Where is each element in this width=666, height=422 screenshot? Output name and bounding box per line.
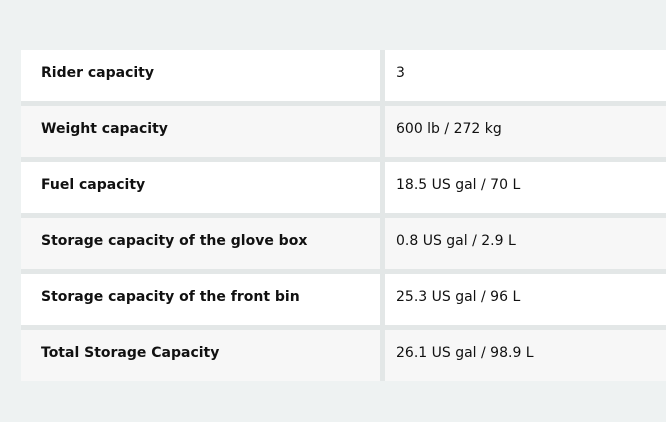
table-row: Storage capacity of the front bin 25.3 U… <box>21 274 666 325</box>
table-row: Fuel capacity 18.5 US gal / 70 L <box>21 162 666 213</box>
spec-value: 0.8 US gal / 2.9 L <box>385 218 666 269</box>
spec-value: 25.3 US gal / 96 L <box>385 274 666 325</box>
table-row: Weight capacity 600 lb / 272 kg <box>21 106 666 157</box>
spec-label: Rider capacity <box>21 50 380 101</box>
spec-label: Storage capacity of the glove box <box>21 218 380 269</box>
spec-value: 3 <box>385 50 666 101</box>
spec-value: 26.1 US gal / 98.9 L <box>385 330 666 381</box>
spec-label: Fuel capacity <box>21 162 380 213</box>
table-row: Rider capacity 3 <box>21 50 666 101</box>
table-row: Storage capacity of the glove box 0.8 US… <box>21 218 666 269</box>
spec-label: Total Storage Capacity <box>21 330 380 381</box>
spec-value: 18.5 US gal / 70 L <box>385 162 666 213</box>
table-row: Total Storage Capacity 26.1 US gal / 98.… <box>21 330 666 381</box>
spec-label: Storage capacity of the front bin <box>21 274 380 325</box>
specs-table: Rider capacity 3 Weight capacity 600 lb … <box>21 50 666 381</box>
spec-value: 600 lb / 272 kg <box>385 106 666 157</box>
spec-label: Weight capacity <box>21 106 380 157</box>
